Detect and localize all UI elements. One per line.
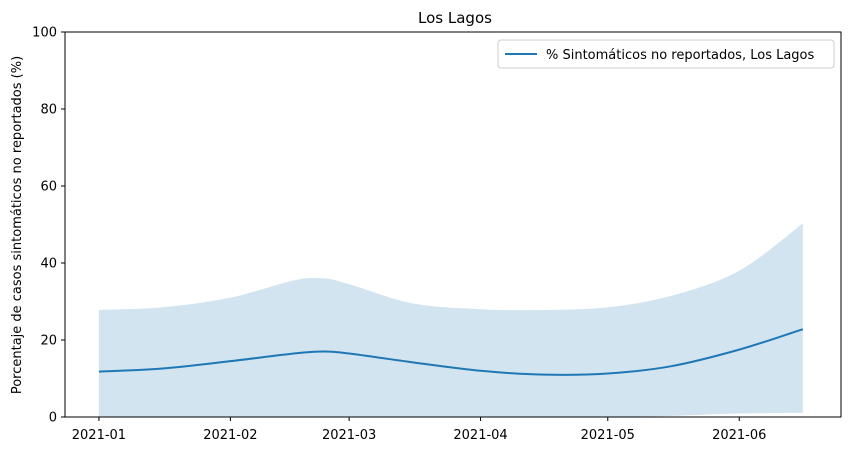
chart-title: Los Lagos xyxy=(418,9,492,27)
x-tick-label: 2021-03 xyxy=(322,428,376,443)
y-tick-label: 60 xyxy=(40,180,57,195)
y-tick-label: 0 xyxy=(49,411,57,426)
x-tick-label: 2021-02 xyxy=(203,428,257,443)
y-tick-label: 20 xyxy=(40,334,57,349)
y-tick-label: 40 xyxy=(40,257,57,272)
legend-label: % Sintomáticos no reportados, Los Lagos xyxy=(546,48,815,63)
y-tick-label: 100 xyxy=(32,26,57,41)
x-tick-label: 2021-01 xyxy=(72,428,126,443)
x-tick-label: 2021-05 xyxy=(581,428,635,443)
legend: % Sintomáticos no reportados, Los Lagos xyxy=(498,40,834,68)
y-tick-label: 80 xyxy=(40,103,57,118)
x-tick-label: 2021-06 xyxy=(712,428,766,443)
x-tick-label: 2021-04 xyxy=(453,428,507,443)
y-axis-label: Porcentaje de casos sintomáticos no repo… xyxy=(10,56,25,394)
